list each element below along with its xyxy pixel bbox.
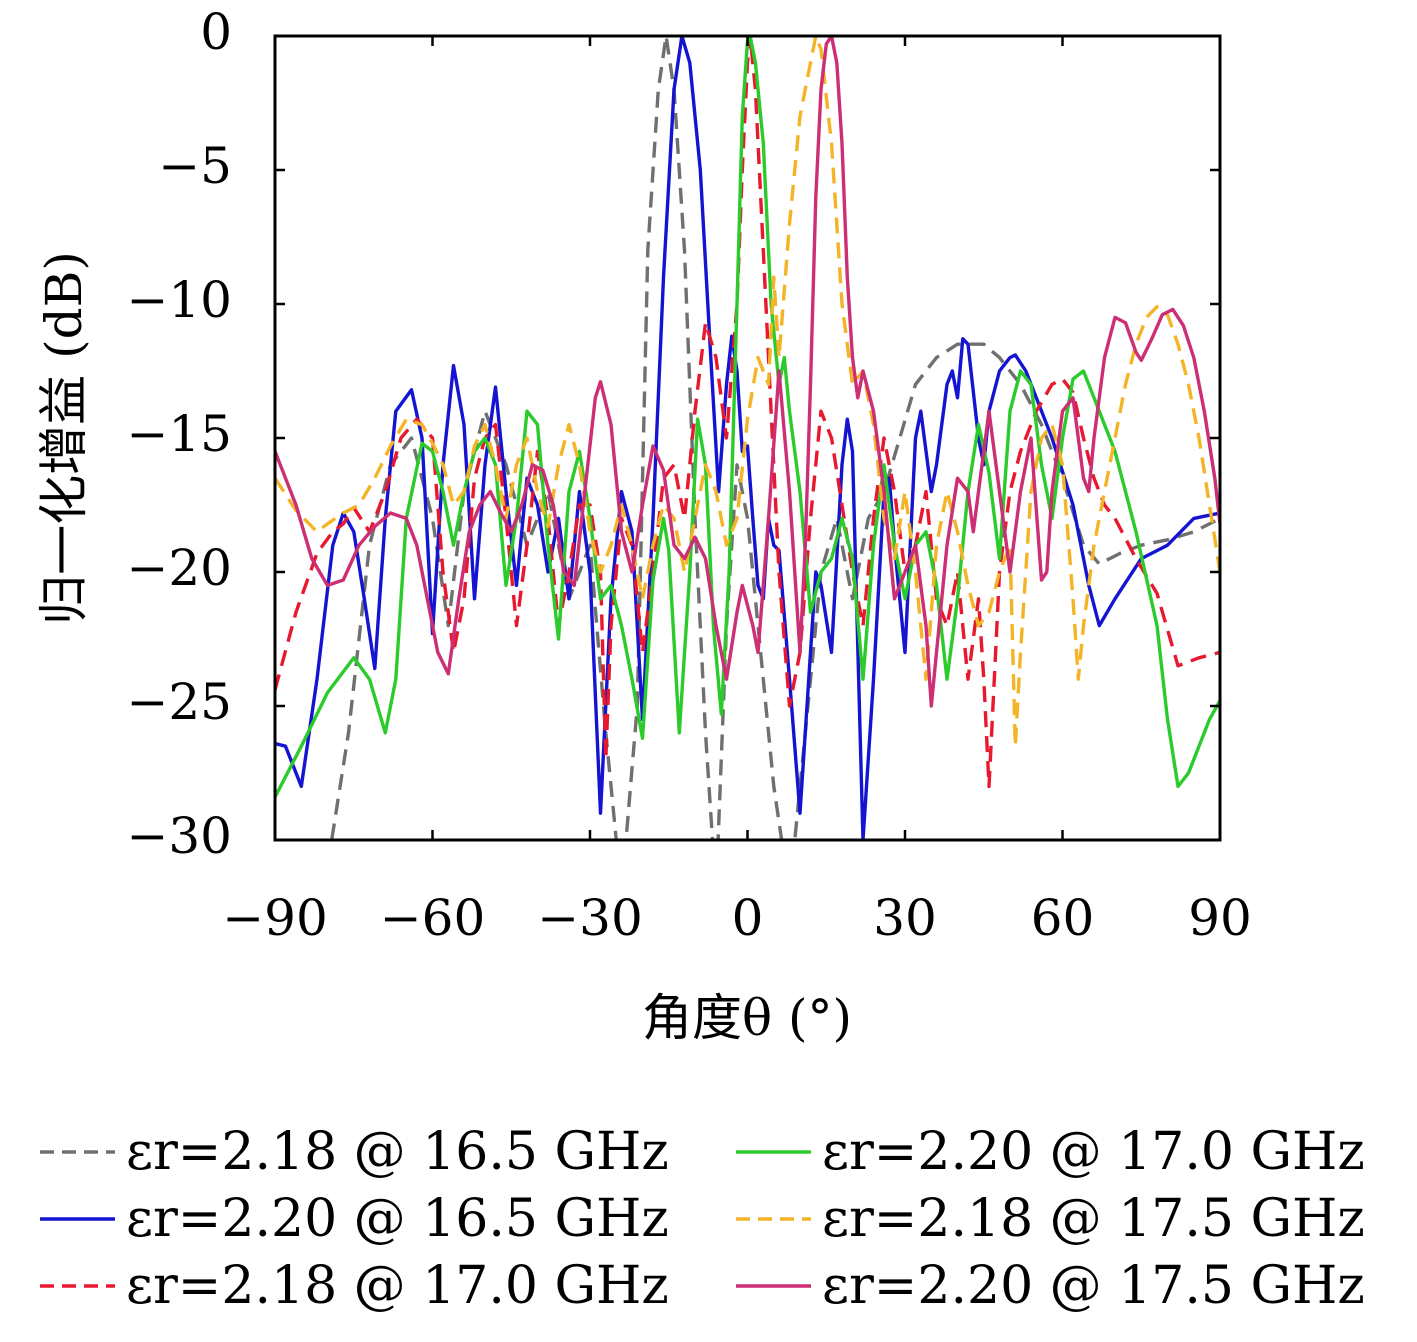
y-axis-label: 归一化增益 (dB): [35, 251, 93, 625]
y-tick-label: −15: [126, 405, 232, 463]
legend: εr=2.18 @ 16.5 GHz εr=2.20 @ 16.5 GHz εr=2…: [40, 1122, 1365, 1316]
legend-item-6: εr=2.20 @ 17.5 GHz: [736, 1256, 1365, 1316]
x-tick-label: 0: [732, 889, 764, 947]
legend-item-3: εr=2.18 @ 17.0 GHz: [40, 1256, 669, 1316]
y-tick-label: −20: [126, 539, 232, 597]
series-line-2-r-2-20-16-5-ghz: [275, 36, 1220, 840]
x-tick-label: −90: [222, 889, 328, 947]
legend-label: εr=2.18 @ 16.5 GHz: [126, 1122, 669, 1182]
legend-item-1: εr=2.18 @ 16.5 GHz: [40, 1122, 669, 1182]
x-tick-label: −30: [537, 889, 643, 947]
y-tick-label: −25: [126, 673, 232, 731]
legend-item-2: εr=2.20 @ 16.5 GHz: [40, 1189, 669, 1249]
x-tick-label: 60: [1031, 889, 1095, 947]
legend-label: εr=2.18 @ 17.0 GHz: [126, 1256, 669, 1316]
series-layer: [275, 36, 1220, 840]
legend-label: εr=2.20 @ 17.5 GHz: [822, 1256, 1365, 1316]
series-line-5-r-2-18-17-5-ghz: [275, 36, 1220, 748]
legend-item-5: εr=2.18 @ 17.5 GHz: [736, 1189, 1365, 1249]
y-tick-label: −5: [158, 137, 232, 195]
series-line-3-r-2-18-17-0-ghz: [275, 36, 1220, 789]
ticks-layer: −90 −60 −30 0 30 60 90 0 −5 −10 −15 −20 −25 −30: [126, 3, 1251, 947]
y-tick-label: −30: [126, 807, 232, 865]
legend-label: εr=2.18 @ 17.5 GHz: [822, 1189, 1365, 1249]
x-tick-label: 30: [873, 889, 937, 947]
legend-label: εr=2.20 @ 17.0 GHz: [822, 1122, 1365, 1182]
x-tick-label: −60: [380, 889, 486, 947]
x-axis-label: 角度θ (°): [642, 989, 852, 1047]
y-tick-label: 0: [200, 3, 232, 61]
legend-label: εr=2.20 @ 16.5 GHz: [126, 1189, 669, 1249]
x-tick-label: 90: [1188, 889, 1252, 947]
series-line-6-r-2-20-17-5-ghz: [275, 36, 1220, 708]
y-tick-label: −10: [126, 271, 232, 329]
legend-item-4: εr=2.20 @ 17.0 GHz: [736, 1122, 1365, 1182]
